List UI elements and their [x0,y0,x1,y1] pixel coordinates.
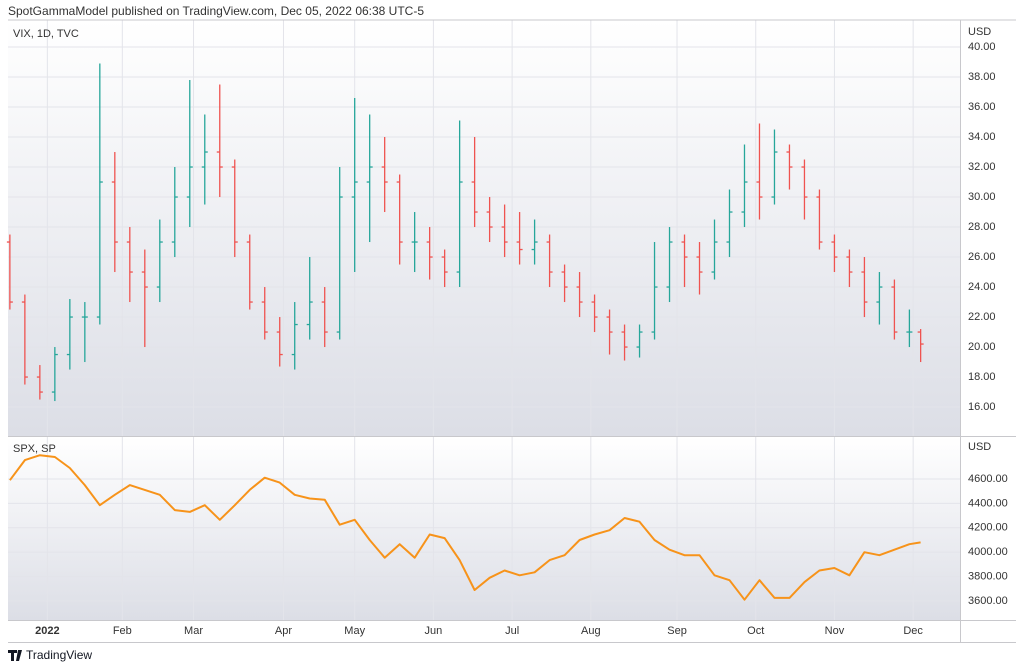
axis-label: USD [968,26,991,38]
y-tick-label: 24.00 [968,281,996,293]
y-tick-label: 26.00 [968,251,996,263]
y-tick-label: 4200.00 [968,522,1008,534]
x-tick-label: Jul [505,625,519,637]
y-tick-label: 20.00 [968,341,996,353]
y-tick-label: 22.00 [968,311,996,323]
x-tick-label: Sep [667,625,687,637]
y-tick-label: 3600.00 [968,595,1008,607]
y-tick-label: 4400.00 [968,497,1008,509]
y-tick-label: 40.00 [968,41,996,53]
axis-label: USD [968,441,991,453]
header-title: SpotGammaModel published on TradingView.… [8,4,424,18]
x-tick-label: Oct [747,625,764,637]
x-tick-label: Nov [825,625,845,637]
y-tick-label: 4000.00 [968,546,1008,558]
footer-brand: TradingView [26,648,92,662]
pane-bg [8,437,960,620]
y-tick-label: 32.00 [968,161,996,173]
logo [8,650,22,661]
x-tick-label: Dec [903,625,923,637]
x-tick-label: Jun [425,625,443,637]
x-tick-label: Apr [275,625,292,637]
y-tick-label: 3800.00 [968,570,1008,582]
y-tick-label: 38.00 [968,71,996,83]
plot [6,20,960,620]
y-tick-label: 28.00 [968,221,996,233]
x-tick-label: May [344,625,365,637]
price-line [9,454,921,601]
y-tick-label: 36.00 [968,101,996,113]
y-tick-label: 16.00 [968,401,996,413]
x-tick-label: Aug [581,625,601,637]
pane-title: VIX, 1D, TVC [13,28,79,40]
x-tick-label: Feb [113,625,132,637]
y-tick-label: 34.00 [968,131,996,143]
pane-bg [8,20,960,436]
y-tick-label: 30.00 [968,191,996,203]
y-tick-label: 4600.00 [968,473,1008,485]
pane-title: SPX, SP [13,443,56,455]
x-tick-label: 2022 [35,625,59,637]
x-tick-label: Mar [184,625,203,637]
y-tick-label: 18.00 [968,371,996,383]
